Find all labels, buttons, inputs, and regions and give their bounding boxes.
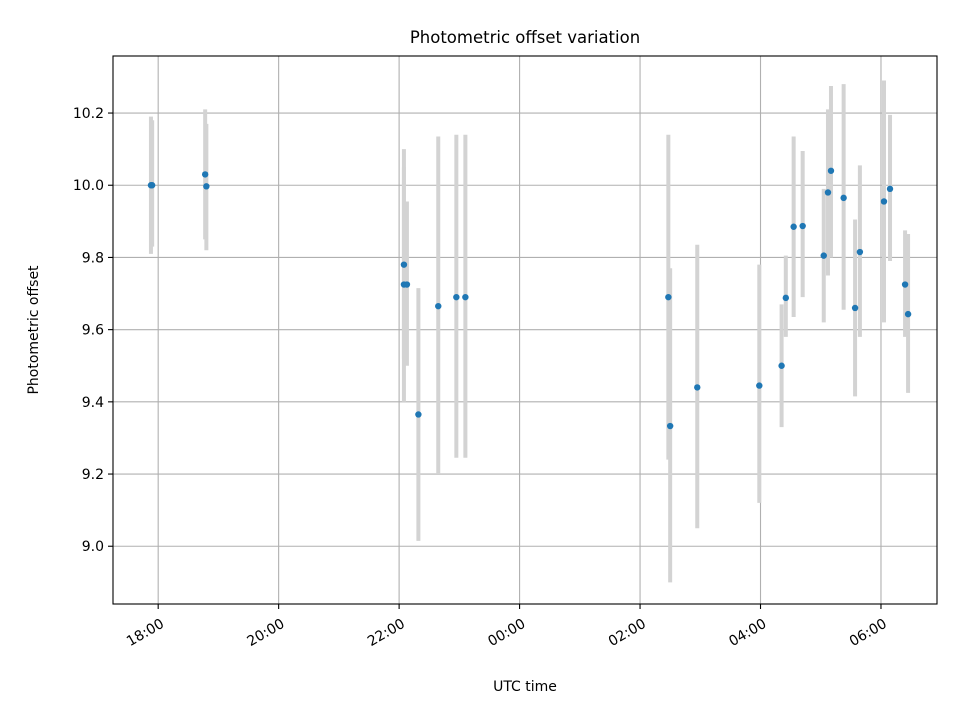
data-point xyxy=(400,261,408,268)
y-tick-label: 9.0 xyxy=(82,539,104,555)
data-point xyxy=(851,304,859,312)
data-point xyxy=(665,293,672,301)
data-point xyxy=(904,310,912,318)
data-point xyxy=(148,182,156,189)
data-point xyxy=(840,194,847,202)
y-axis-label: Photometric offset xyxy=(26,265,42,395)
data-point xyxy=(880,198,888,205)
data-point xyxy=(403,281,411,288)
data-point xyxy=(820,252,827,259)
data-point xyxy=(694,384,701,391)
y-tick-label: 10.2 xyxy=(73,106,104,122)
y-tick-label: 9.6 xyxy=(82,323,104,339)
data-point xyxy=(201,171,209,178)
marker-layer xyxy=(147,167,912,430)
chart-title: Photometric offset variation xyxy=(410,28,640,47)
data-point xyxy=(790,223,797,230)
data-point xyxy=(782,294,790,302)
data-point xyxy=(435,302,442,310)
data-point xyxy=(827,167,835,174)
data-point xyxy=(824,189,832,196)
data-point xyxy=(666,422,674,430)
y-tick-label: 10.0 xyxy=(73,178,104,194)
data-point xyxy=(462,293,469,301)
data-point xyxy=(886,185,894,193)
data-point xyxy=(778,362,785,369)
data-point xyxy=(203,183,210,190)
x-axis-label: UTC time xyxy=(493,679,557,695)
data-point xyxy=(799,222,806,230)
y-tick-label: 9.8 xyxy=(82,250,104,266)
data-point xyxy=(901,281,909,288)
data-point xyxy=(453,293,460,301)
data-point xyxy=(415,411,422,418)
y-tick-label: 9.4 xyxy=(82,395,104,411)
data-point xyxy=(856,248,864,256)
data-point xyxy=(756,382,763,389)
y-tick-label: 9.2 xyxy=(82,467,104,483)
